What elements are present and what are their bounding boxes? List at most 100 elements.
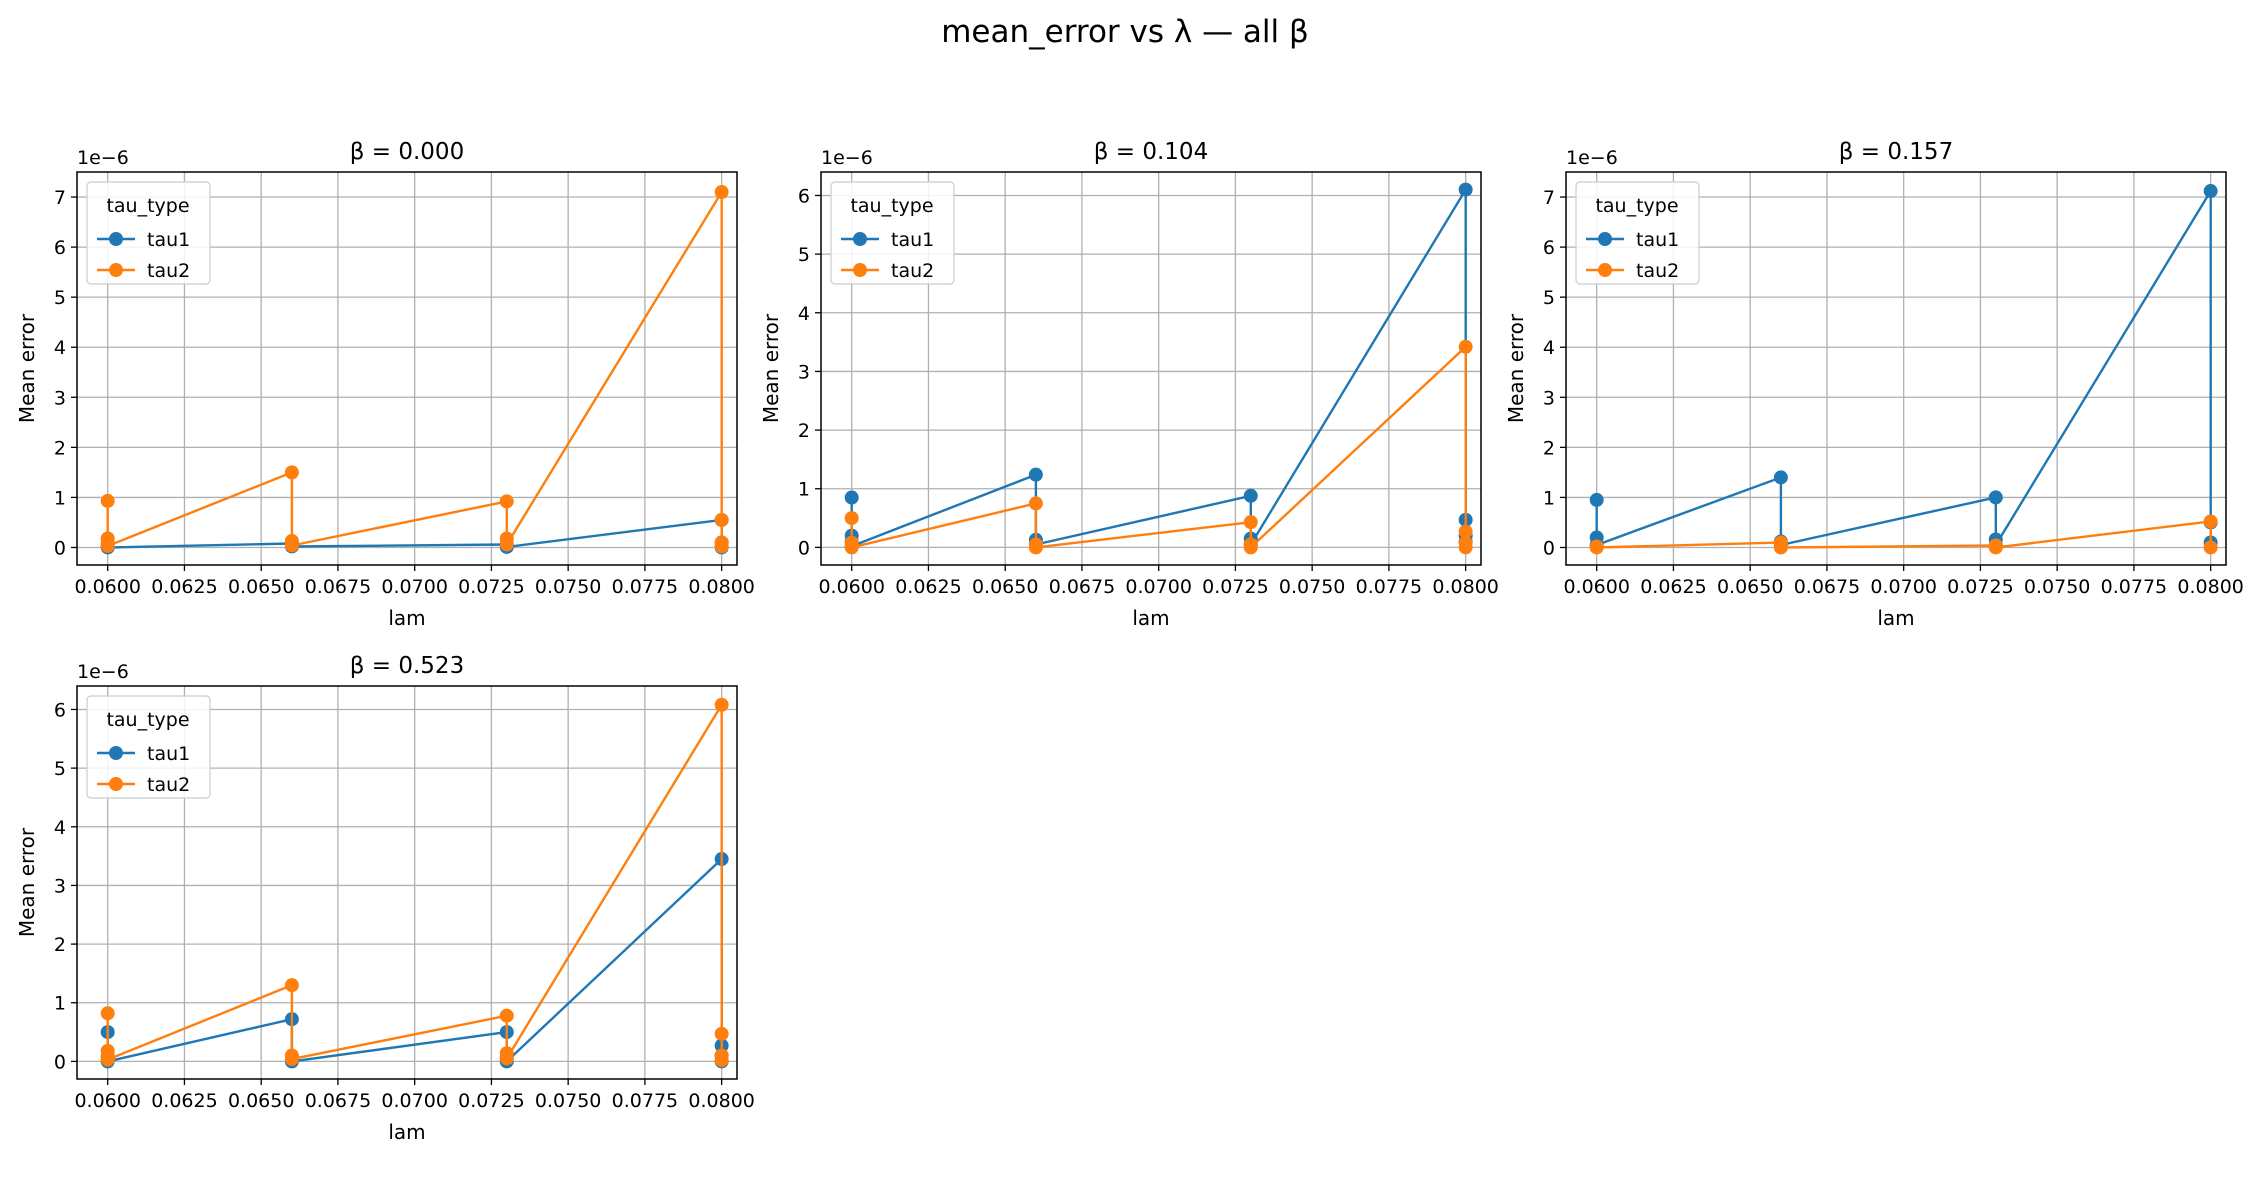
legend-title: tau_type xyxy=(106,195,189,217)
y-tick-label: 1 xyxy=(798,479,810,501)
series-line-tau2 xyxy=(1595,520,2212,549)
data-point-tau2 xyxy=(1028,540,1043,555)
legend-label-tau1: tau1 xyxy=(1636,229,1679,251)
axes-frame xyxy=(76,685,738,1080)
data-point-tau2 xyxy=(100,1006,115,1021)
data-point-tau2 xyxy=(100,493,115,508)
y-tick-label: 5 xyxy=(798,244,810,266)
subplot-title: β = 0.000 xyxy=(350,139,464,165)
data-point-tau2 xyxy=(1589,540,1604,555)
x-axis-label: lam xyxy=(388,606,425,630)
x-tick-label: 0.0650 xyxy=(228,1090,294,1112)
data-point-tau2 xyxy=(100,1052,115,1067)
legend-marker-tau1 xyxy=(853,232,867,246)
y-tick-label: 0 xyxy=(54,537,66,559)
subplot-title: β = 0.104 xyxy=(1094,139,1208,165)
x-tick-label: 0.0800 xyxy=(688,1090,754,1112)
x-tick-label: 0.0625 xyxy=(1640,576,1706,598)
data-point-tau2 xyxy=(1458,524,1473,539)
data-point-tau2 xyxy=(2203,540,2218,555)
x-tick-label: 0.0700 xyxy=(1125,576,1191,598)
legend-marker-tau2 xyxy=(1598,263,1612,277)
axes-frame xyxy=(1565,171,2227,566)
data-point-tau2 xyxy=(1243,515,1258,530)
axes-frame xyxy=(820,171,1482,566)
x-tick-label: 0.0650 xyxy=(972,576,1038,598)
legend-marker-tau1 xyxy=(109,746,123,760)
data-point-tau2 xyxy=(1243,540,1258,555)
y-tick-label: 2 xyxy=(54,934,66,956)
data-point-tau2 xyxy=(714,185,729,200)
y-tick-label: 3 xyxy=(54,875,66,897)
x-tick-label: 0.0775 xyxy=(2101,576,2167,598)
x-tick-label: 0.0625 xyxy=(895,576,961,598)
x-tick-label: 0.0725 xyxy=(1947,576,2013,598)
legend-label-tau1: tau1 xyxy=(147,229,190,251)
y-tick-label: 7 xyxy=(54,187,66,209)
data-point-tau2 xyxy=(1458,339,1473,354)
subplot-1: 0.0600 0.0625 0.0650 0.0675 0.0700 0.0725 0.07… xyxy=(15,139,755,630)
subplot-3: 0.0600 0.0625 0.0650 0.0675 0.0700 0.0725 0.07… xyxy=(1504,139,2244,630)
y-tick-label: 1 xyxy=(54,487,66,509)
x-tick-label: 0.0750 xyxy=(1279,576,1345,598)
y-tick-label: 6 xyxy=(54,699,66,721)
data-point-tau2 xyxy=(844,511,859,526)
y-tick-label: 6 xyxy=(54,237,66,259)
data-point-tau2 xyxy=(1773,540,1788,555)
y-tick-label: 3 xyxy=(1543,387,1555,409)
data-point-tau2 xyxy=(714,1026,729,1041)
legend-box xyxy=(86,695,211,799)
x-tick-label: 0.0600 xyxy=(74,1090,140,1112)
y-tick-label: 2 xyxy=(798,420,810,442)
x-axis-label: lam xyxy=(1132,606,1169,630)
x-tick-label: 0.0650 xyxy=(1717,576,1783,598)
y-tick-label: 5 xyxy=(1543,287,1555,309)
y-tick-label: 3 xyxy=(54,387,66,409)
data-point-tau1 xyxy=(1458,182,1473,197)
y-tick-label: 6 xyxy=(798,185,810,207)
legend-marker-tau1 xyxy=(1598,232,1612,246)
y-axis-label: Mean error xyxy=(15,827,39,937)
x-tick-label: 0.0800 xyxy=(688,576,754,598)
legend-title: tau_type xyxy=(106,709,189,731)
data-point-tau2 xyxy=(714,1053,729,1068)
x-tick-label: 0.0725 xyxy=(458,576,524,598)
y-tick-label: 6 xyxy=(1543,237,1555,259)
x-tick-label: 0.0650 xyxy=(228,576,294,598)
y-tick-label: 4 xyxy=(54,337,66,359)
y-tick-label: 2 xyxy=(1543,437,1555,459)
y-tick-label: 0 xyxy=(1543,537,1555,559)
x-tick-label: 0.0725 xyxy=(1202,576,1268,598)
data-point-tau1 xyxy=(1028,467,1043,482)
x-tick-label: 0.0750 xyxy=(2024,576,2090,598)
y-tick-label: 0 xyxy=(798,537,810,559)
x-tick-label: 0.0600 xyxy=(1563,576,1629,598)
data-point-tau2 xyxy=(1458,540,1473,555)
x-tick-label: 0.0750 xyxy=(535,576,601,598)
subplot-title: β = 0.157 xyxy=(1839,139,1953,165)
y-tick-label: 5 xyxy=(54,287,66,309)
y-tick-label: 7 xyxy=(1543,187,1555,209)
data-point-tau1 xyxy=(1589,492,1604,507)
x-tick-label: 0.0600 xyxy=(74,576,140,598)
x-tick-label: 0.0700 xyxy=(381,576,447,598)
data-point-tau2 xyxy=(499,537,514,552)
y-tick-label: 4 xyxy=(1543,337,1555,359)
x-tick-label: 0.0625 xyxy=(151,1090,217,1112)
y-tick-label: 0 xyxy=(54,1051,66,1073)
x-tick-label: 0.0700 xyxy=(1870,576,1936,598)
legend-title: tau_type xyxy=(1595,195,1678,217)
legend-marker-tau2 xyxy=(853,263,867,277)
y-tick-label: 4 xyxy=(54,817,66,839)
data-point-tau2 xyxy=(1988,540,2003,555)
legend-label-tau2: tau2 xyxy=(147,774,190,796)
y-tick-label: 1 xyxy=(54,993,66,1015)
x-axis-label: lam xyxy=(1877,606,1914,630)
data-point-tau2 xyxy=(284,978,299,993)
data-point-tau1 xyxy=(844,490,859,505)
data-point-tau2 xyxy=(284,538,299,553)
legend-box xyxy=(1575,181,1700,285)
y-tick-label: 4 xyxy=(798,303,810,325)
x-tick-label: 0.0625 xyxy=(151,576,217,598)
